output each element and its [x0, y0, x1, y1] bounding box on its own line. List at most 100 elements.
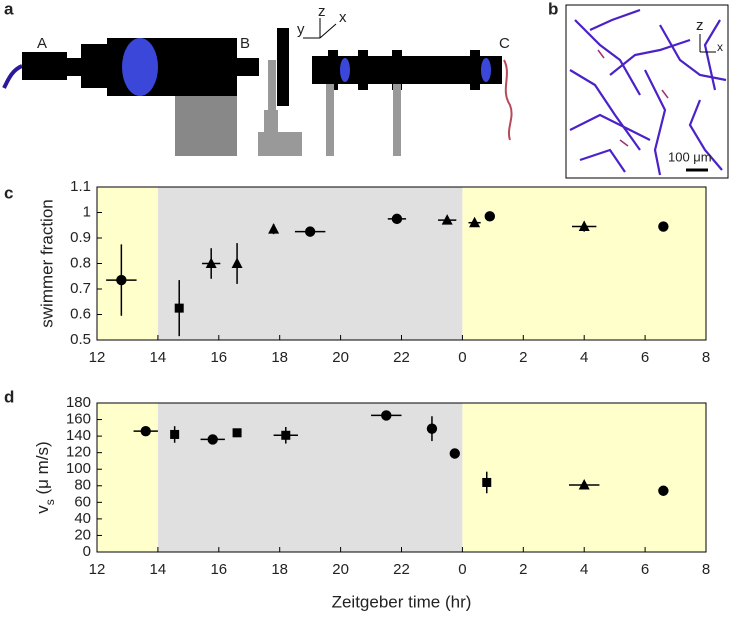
time-band [97, 403, 158, 552]
x-tick-label: 2 [519, 561, 527, 578]
x-tick-label: 2 [519, 349, 527, 366]
post [264, 110, 278, 132]
panel-label: c [4, 183, 13, 202]
y-axis-label-part: (μ m/s) [33, 441, 52, 499]
fiber [2, 64, 23, 89]
track [703, 19, 721, 91]
marker [140, 425, 151, 437]
marker [304, 226, 316, 237]
marker [381, 410, 392, 421]
track [569, 69, 641, 151]
y-axis-label: swimmer fraction [37, 199, 56, 327]
y-tick-label: 80 [74, 477, 91, 494]
block [277, 28, 289, 106]
chart: 0.5 0.6 0.7 0.8 0.9 1 1.1 12 14 16 18 20 22 0 2 4 6 8 swim… [37, 178, 710, 366]
time-band [97, 187, 158, 340]
y-tick-label: 20 [74, 526, 91, 543]
lens [481, 58, 491, 82]
axis-name: z [696, 17, 704, 34]
x-tick-label: 22 [393, 561, 410, 578]
axis-name: x [339, 9, 347, 26]
image-frame [565, 4, 729, 179]
post [268, 60, 276, 110]
y-tick-label: 0.7 [70, 280, 91, 297]
y-tick-label: 0.5 [70, 331, 91, 348]
post [393, 84, 401, 156]
y-axis-label: vs (μ m/s) [33, 441, 57, 513]
track [579, 148, 626, 173]
x-tick-label: 0 [458, 349, 466, 366]
block [81, 44, 107, 88]
block [67, 58, 81, 76]
y-axis-label-part: v [33, 505, 52, 514]
block [392, 50, 402, 90]
scale-bar-label: 100 μm [668, 149, 712, 164]
marker [205, 257, 217, 268]
time-band [462, 403, 706, 552]
block [358, 50, 368, 90]
track [569, 113, 651, 141]
x-tick-label: 12 [89, 561, 106, 578]
marker [207, 434, 218, 445]
marker [268, 223, 280, 234]
track [589, 8, 641, 32]
axis-name: x [717, 40, 723, 54]
marker [482, 477, 492, 487]
block [175, 38, 237, 96]
marker [281, 430, 291, 440]
track [609, 38, 691, 76]
y-tick-label: 60 [74, 493, 91, 510]
x-tick-label: 16 [210, 349, 227, 366]
lens [340, 58, 350, 82]
x-tick-label: 0 [458, 561, 466, 578]
x-tick-label: 14 [150, 561, 167, 578]
marker [578, 220, 590, 232]
y-tick-label: 120 [66, 444, 91, 461]
y-tick-label: 0.8 [70, 254, 91, 271]
diagram-label: A [37, 35, 47, 52]
block [470, 50, 480, 90]
diagram-label: C [499, 35, 510, 52]
marker [170, 429, 180, 439]
marker [658, 221, 669, 232]
charts: 0.50.60.70.80.911.112 14 16 18 20 22 0 2 4 6 8swim… [33, 178, 710, 612]
x-tick-label: 6 [641, 561, 649, 578]
lens [122, 38, 158, 96]
marker [441, 214, 453, 225]
x-tick-label: 6 [641, 349, 649, 366]
x-tick-label: 14 [150, 349, 167, 366]
x-tick-label: 18 [271, 349, 288, 366]
y-tick-label: 0.6 [70, 305, 91, 322]
marker [449, 448, 460, 459]
panel-label: b [548, 0, 558, 18]
axis-name: y [297, 21, 305, 38]
diagram-label: B [240, 35, 250, 52]
x-tick-label: 20 [332, 561, 349, 578]
marker [232, 428, 242, 438]
panel-label: d [4, 387, 14, 406]
marker [426, 423, 438, 434]
x-tick-label: 18 [271, 561, 288, 578]
y-tick-label: 100 [66, 460, 91, 477]
track [574, 19, 641, 96]
track [597, 49, 605, 59]
x-axis-label: Zeitgeber time (hr) [332, 592, 472, 611]
y-tick-label: 0 [83, 543, 91, 560]
trajectory-image: z x 100 μm [565, 4, 729, 179]
x-tick-label: 12 [89, 349, 106, 366]
block [22, 52, 67, 80]
axis-arrow [319, 23, 337, 39]
marker [174, 303, 184, 313]
y-tick-label: 1 [83, 203, 91, 220]
y-tick-label: 0.9 [70, 229, 91, 246]
marker [391, 213, 403, 225]
axis-name: z [318, 3, 326, 20]
y-tick-label: 40 [74, 510, 91, 527]
time-band [462, 187, 706, 340]
track [644, 69, 667, 176]
x-tick-label: 16 [210, 561, 227, 578]
marker [469, 216, 481, 228]
x-tick-label: 4 [580, 349, 588, 366]
y-tick-label: 1.1 [70, 178, 91, 195]
